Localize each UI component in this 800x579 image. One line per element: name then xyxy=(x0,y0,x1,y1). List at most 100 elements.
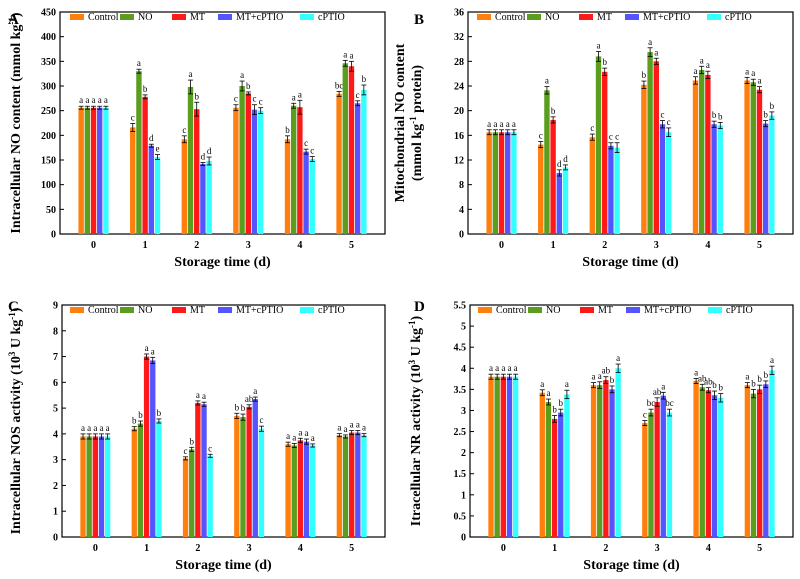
significance-letter: a xyxy=(344,424,348,434)
significance-letter: a xyxy=(145,343,149,353)
y-title-line: Mitochondrial NO content xyxy=(393,43,408,202)
y-tick-label: 0 xyxy=(461,533,466,544)
bar xyxy=(556,172,563,234)
legend-label: NO xyxy=(545,12,559,23)
significance-letter: c xyxy=(259,97,263,107)
x-tick-label: 4 xyxy=(298,543,303,554)
x-tick-label: 5 xyxy=(757,543,762,554)
y-tick-label: 5 xyxy=(461,322,466,333)
plot-frame xyxy=(467,11,794,235)
significance-letter: c xyxy=(609,132,613,142)
bar xyxy=(348,66,355,235)
legend-swatch xyxy=(172,14,186,20)
legend-label: MT xyxy=(190,305,205,316)
significance-letter: d xyxy=(149,133,154,143)
significance-letter: c xyxy=(310,146,314,156)
x-tick-label: 2 xyxy=(603,543,608,554)
significance-letter: b xyxy=(241,403,246,413)
bar xyxy=(309,159,315,234)
y-tick-label: 4 xyxy=(459,205,464,216)
bar xyxy=(80,436,86,537)
x-axis-title: Storage time (d) xyxy=(583,558,680,573)
x-tick-label: 1 xyxy=(143,240,148,251)
y-title-text: Intracellular NO content (mmol kg xyxy=(9,25,24,234)
bar xyxy=(342,436,349,537)
legend-swatch xyxy=(70,14,84,20)
bar xyxy=(718,397,724,537)
significance-letter: a xyxy=(751,68,755,78)
x-tick-label: 5 xyxy=(757,240,762,251)
bar xyxy=(361,89,367,235)
significance-letter: a xyxy=(661,381,665,391)
bar xyxy=(92,436,99,537)
significance-letter: b xyxy=(235,402,240,412)
legend-label: Control xyxy=(88,305,119,316)
significance-letter: a xyxy=(514,363,518,373)
significance-letter: a xyxy=(362,423,366,433)
y-tick-label: 250 xyxy=(41,106,56,117)
y-tick-label: 16 xyxy=(454,131,464,142)
significance-letter: a xyxy=(706,60,710,70)
bar xyxy=(252,399,258,537)
significance-letter: c xyxy=(259,415,263,425)
bar xyxy=(234,415,240,537)
significance-letter: a xyxy=(694,367,698,377)
bar xyxy=(660,395,666,537)
significance-letter: c xyxy=(208,443,212,453)
bar xyxy=(750,393,757,537)
y-tick-label: 1 xyxy=(53,507,58,518)
bar xyxy=(544,90,550,234)
significance-letter: b xyxy=(751,378,756,388)
bar xyxy=(486,132,492,234)
legend-swatch xyxy=(477,14,491,20)
significance-letter: b xyxy=(551,106,556,116)
y-tick-label: 5 xyxy=(53,404,58,415)
significance-letter: a xyxy=(151,346,155,356)
bar xyxy=(648,412,654,537)
significance-letter: c xyxy=(356,90,360,100)
bar xyxy=(512,376,519,537)
significance-letter: a xyxy=(99,423,103,433)
y-title-text: Itracellular NR activity (10 xyxy=(409,364,424,526)
y-title-superscript: -1 xyxy=(407,320,417,328)
bar xyxy=(336,435,343,537)
bar xyxy=(150,360,156,537)
bar xyxy=(84,107,91,234)
x-tick-label: 3 xyxy=(247,543,252,554)
significance-letter: d xyxy=(207,146,212,156)
x-tick-label: 4 xyxy=(705,240,710,251)
legend-swatch xyxy=(626,307,640,313)
bar xyxy=(506,376,513,537)
legend-label: Control xyxy=(88,12,119,23)
panel-letter: B xyxy=(414,12,424,28)
y-tick-label: 350 xyxy=(41,57,56,68)
significance-letter: a xyxy=(507,363,511,373)
legend-label: cPTIO xyxy=(726,305,753,316)
bar xyxy=(257,110,264,234)
bar xyxy=(609,389,615,537)
bar xyxy=(551,418,558,537)
y-tick-label: 300 xyxy=(41,82,56,93)
bar xyxy=(354,103,361,235)
legend-label: cPTIO xyxy=(318,305,345,316)
significance-letter: d xyxy=(201,151,206,161)
legend-label: MT+cPTIO xyxy=(236,305,283,316)
y-axis-title: Mitochondrial NO content (mmol kg-1 prote… xyxy=(393,43,425,202)
bar xyxy=(303,441,310,537)
y-tick-label: 2.5 xyxy=(454,427,467,438)
bar xyxy=(744,80,750,234)
significance-letter: a xyxy=(506,119,510,129)
x-axis-title: Storage time (d) xyxy=(174,255,271,270)
bar xyxy=(206,160,212,234)
significance-letter: a xyxy=(500,119,504,129)
legend-label: NO xyxy=(138,12,152,23)
significance-letter: a xyxy=(356,420,360,430)
significance-letter: b xyxy=(246,81,251,91)
significance-letter: a xyxy=(350,420,354,430)
significance-letter: e xyxy=(156,144,160,154)
legend-swatch xyxy=(218,14,232,20)
bar xyxy=(744,385,751,537)
bar xyxy=(705,74,711,235)
significance-letter: c xyxy=(590,123,594,133)
